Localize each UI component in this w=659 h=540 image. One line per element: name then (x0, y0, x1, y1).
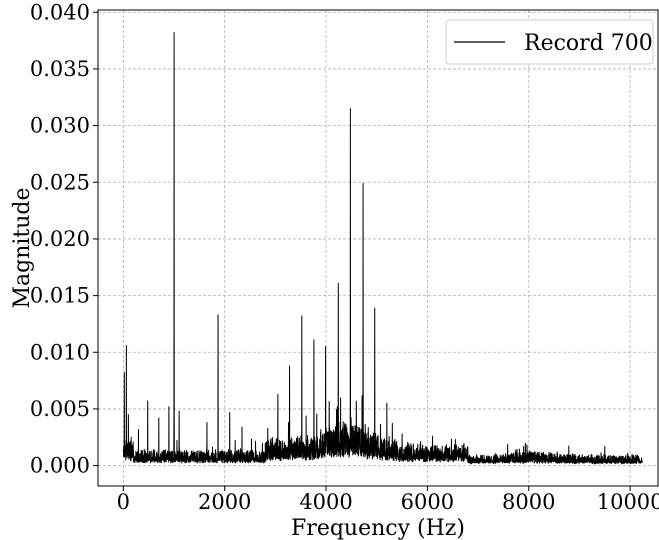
y-tick-label: 0.035 (30, 57, 90, 81)
x-tick-label: 4000 (299, 490, 352, 514)
y-tick-label: 0.015 (30, 284, 90, 308)
plot-frame (97, 9, 659, 487)
x-tick-label: 8000 (502, 490, 555, 514)
x-tick-label: 2000 (198, 490, 251, 514)
y-tick-label: 0.030 (30, 114, 90, 138)
y-tick-label: 0.010 (30, 340, 90, 364)
legend-label: Record 700 (524, 31, 653, 56)
x-tick-label: 10000 (597, 490, 659, 514)
y-axis-label: Magnitude (10, 187, 35, 308)
grid (98, 10, 658, 486)
y-tick-label: 0.025 (30, 170, 90, 194)
legend-box (445, 19, 654, 65)
y-tick-label: 0.020 (30, 227, 90, 251)
y-axis-ticks: 0.000 0.005 0.010 0.015 0.020 0.025 0.030 0.035… (30, 0, 98, 478)
x-axis-label: Frequency (Hz) (291, 516, 465, 540)
y-tick-label: 0.000 (30, 454, 90, 478)
series-line-record-700 (122, 32, 643, 465)
x-axis-ticks: 0 2000 4000 6000 8000 10000 (117, 486, 659, 514)
y-tick-label: 0.005 (30, 397, 90, 421)
legend: Record 700 (445, 19, 654, 65)
y-tick-label: 0.040 (30, 0, 90, 24)
x-tick-label: 0 (117, 490, 130, 514)
x-tick-label: 6000 (401, 490, 454, 514)
